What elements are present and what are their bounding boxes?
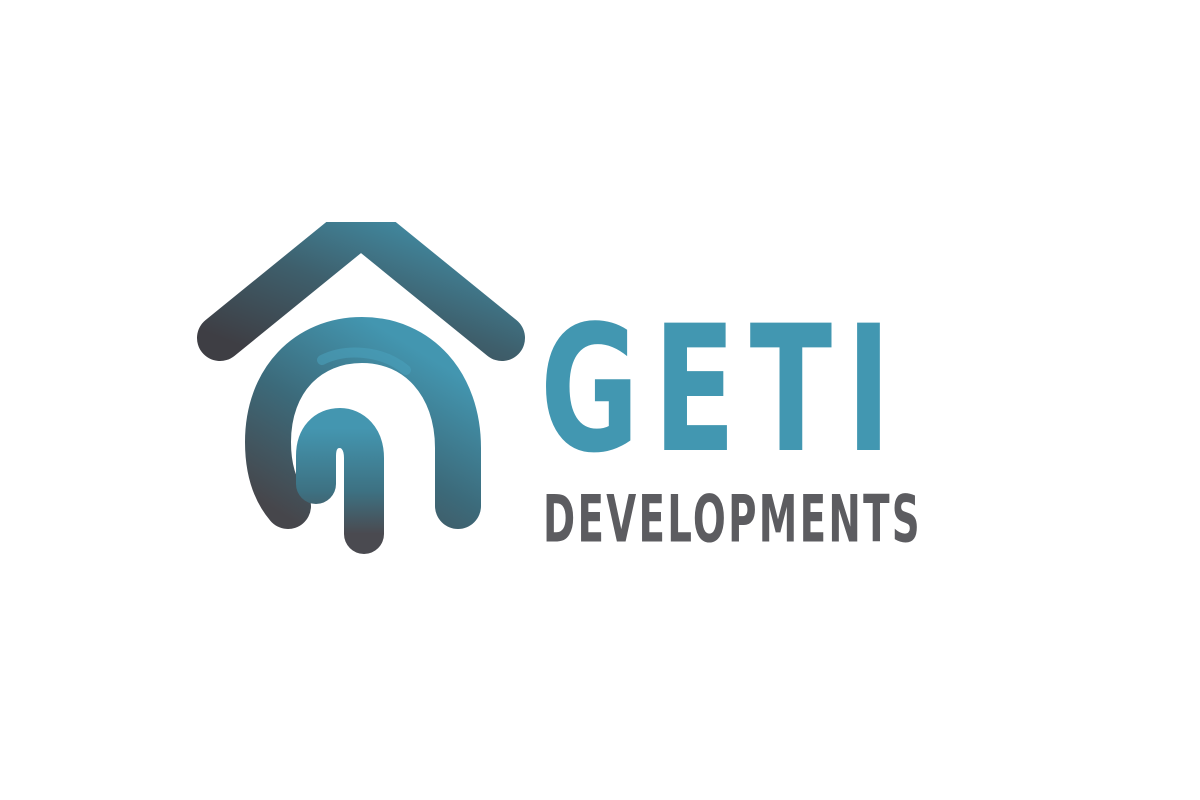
roof-shape <box>197 222 525 361</box>
arch-outer-shape <box>245 317 481 529</box>
brand-tagline: DEVELOPMENTS <box>543 482 923 558</box>
brand-name: GETI <box>540 288 905 492</box>
arch-inner-shape <box>296 408 384 554</box>
house-arch-icon <box>197 222 525 554</box>
wordmark: GETI DEVELOPMENTS <box>540 288 990 568</box>
arch-highlight-shape <box>317 347 411 375</box>
